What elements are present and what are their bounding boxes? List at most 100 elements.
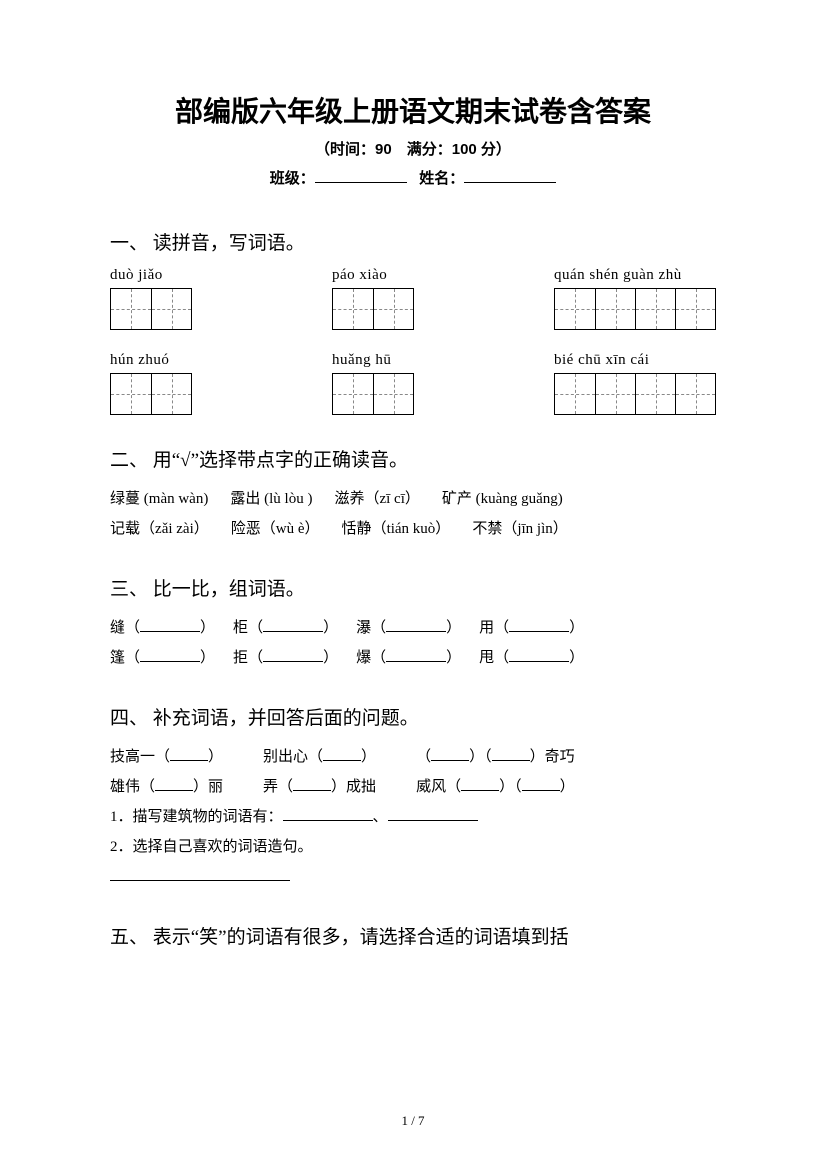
char-boxes[interactable] <box>110 288 192 330</box>
char-cell[interactable] <box>635 289 675 329</box>
blank[interactable] <box>431 746 469 761</box>
blank[interactable] <box>509 617 569 632</box>
blank[interactable] <box>263 647 323 662</box>
blank[interactable] <box>170 746 208 761</box>
option-item[interactable]: 滋养（zī cī） <box>334 484 419 514</box>
char-cell[interactable] <box>555 374 595 414</box>
class-blank[interactable] <box>315 168 407 183</box>
pinyin-block: bié chū xīn cái <box>554 352 716 415</box>
blank[interactable] <box>461 776 499 791</box>
blank[interactable] <box>140 647 200 662</box>
blank[interactable] <box>293 776 331 791</box>
blank[interactable] <box>388 806 478 821</box>
word-fill-item[interactable]: 爆（） <box>356 643 461 673</box>
pinyin-block: páo xiào <box>332 267 414 330</box>
options-row: 绿蔓 (màn wàn) 露出 (lù lòu ) 滋养（zī cī） 矿产 (… <box>110 484 716 514</box>
blank[interactable] <box>283 806 373 821</box>
pinyin-block: hún zhuó <box>110 352 192 415</box>
section-2-body: 绿蔓 (màn wàn) 露出 (lù lòu ) 滋养（zī cī） 矿产 (… <box>110 484 716 544</box>
word-fill-item[interactable]: 柜（） <box>233 613 338 643</box>
answer-line[interactable] <box>110 862 716 892</box>
blank[interactable] <box>509 647 569 662</box>
page-title: 部编版六年级上册语文期末试卷含答案 <box>110 90 716 130</box>
sub-question-1: 1．描写建筑物的词语有：、 <box>110 802 716 832</box>
blank[interactable] <box>110 866 290 881</box>
blank[interactable] <box>140 617 200 632</box>
pinyin-block: quán shén guàn zhù <box>554 267 716 330</box>
char-cell[interactable] <box>111 374 151 414</box>
idiom-item[interactable]: 别出心（） <box>263 742 376 772</box>
option-item[interactable]: 险恶（wù è） <box>231 514 320 544</box>
char-cell[interactable] <box>111 289 151 329</box>
name-blank[interactable] <box>464 168 556 183</box>
idiom-item[interactable]: （）（）奇巧 <box>416 742 575 772</box>
option-item[interactable]: 绿蔓 (màn wàn) <box>110 484 208 514</box>
blank[interactable] <box>492 746 530 761</box>
char-cell[interactable] <box>555 289 595 329</box>
word-fill-row: 雄伟（）丽 弄（）成拙 威风（）（） <box>110 772 716 802</box>
section-3-body: 缝（） 柜（） 瀑（） 用（） 篷（） 拒（） 爆（） 甩（） <box>110 613 716 673</box>
blank[interactable] <box>263 617 323 632</box>
option-item[interactable]: 露出 (lù lòu ) <box>230 484 312 514</box>
blank[interactable] <box>155 776 193 791</box>
word-fill-item[interactable]: 篷（） <box>110 643 215 673</box>
section-1-heading: 一、 读拼音，写词语。 <box>110 228 716 255</box>
options-row: 记载（zǎi zài） 险恶（wù è） 恬静（tián kuò） 不禁（jīn… <box>110 514 716 544</box>
word-fill-item[interactable]: 用（） <box>479 613 584 643</box>
section-4-heading: 四、 补充词语，并回答后面的问题。 <box>110 703 716 730</box>
word-fill-item[interactable]: 甩（） <box>479 643 584 673</box>
option-item[interactable]: 恬静（tián kuò） <box>342 514 451 544</box>
idiom-item[interactable]: 威风（）（） <box>416 772 575 802</box>
word-fill-item[interactable]: 拒（） <box>233 643 338 673</box>
idiom-item[interactable]: 技高一（） <box>110 742 223 772</box>
blank[interactable] <box>386 647 446 662</box>
idiom-item[interactable]: 雄伟（）丽 <box>110 772 223 802</box>
pinyin-row: duò jiǎo páo xiào quán shén guàn zhù <box>110 267 716 330</box>
char-cell[interactable] <box>373 289 413 329</box>
section-5-heading: 五、 表示“笑”的词语有很多，请选择合适的词语填到括 <box>110 922 716 949</box>
page-number: 1 / 7 <box>0 1113 826 1129</box>
char-boxes[interactable] <box>110 373 192 415</box>
pinyin-row: hún zhuó huǎng hū bié chū xīn cái <box>110 352 716 415</box>
char-cell[interactable] <box>635 374 675 414</box>
class-label: 班级： <box>270 170 315 187</box>
char-cell[interactable] <box>151 374 191 414</box>
blank[interactable] <box>522 776 560 791</box>
pinyin-label: bié chū xīn cái <box>554 352 649 369</box>
section-4-body: 技高一（） 别出心（） （）（）奇巧 雄伟（）丽 弄（）成拙 威风（）（） 1．… <box>110 742 716 892</box>
option-item[interactable]: 记载（zǎi zài） <box>110 514 209 544</box>
sub-question-2: 2．选择自己喜欢的词语造句。 <box>110 832 716 862</box>
char-cell[interactable] <box>373 374 413 414</box>
name-label: 姓名： <box>419 170 464 187</box>
pinyin-label: huǎng hū <box>332 352 391 369</box>
pinyin-label: páo xiào <box>332 267 387 284</box>
section-3-heading: 三、 比一比，组词语。 <box>110 574 716 601</box>
pinyin-block: duò jiǎo <box>110 267 192 330</box>
word-fill-row: 缝（） 柜（） 瀑（） 用（） <box>110 613 716 643</box>
char-boxes[interactable] <box>554 288 716 330</box>
option-item[interactable]: 不禁（jīn jìn） <box>472 514 567 544</box>
char-cell[interactable] <box>595 374 635 414</box>
char-cell[interactable] <box>675 374 715 414</box>
pinyin-label: duò jiǎo <box>110 267 163 284</box>
char-cell[interactable] <box>675 289 715 329</box>
char-cell[interactable] <box>333 289 373 329</box>
pinyin-block: huǎng hū <box>332 352 414 415</box>
page-subtitle: （时间：90 满分：100 分） <box>110 138 716 159</box>
idiom-item[interactable]: 弄（）成拙 <box>263 772 376 802</box>
word-fill-item[interactable]: 瀑（） <box>356 613 461 643</box>
char-boxes[interactable] <box>332 288 414 330</box>
blank[interactable] <box>323 746 361 761</box>
char-boxes[interactable] <box>332 373 414 415</box>
char-cell[interactable] <box>333 374 373 414</box>
exam-page: 部编版六年级上册语文期末试卷含答案 （时间：90 满分：100 分） 班级： 姓… <box>0 0 826 1169</box>
char-cell[interactable] <box>151 289 191 329</box>
word-fill-item[interactable]: 缝（） <box>110 613 215 643</box>
char-boxes[interactable] <box>554 373 716 415</box>
blank[interactable] <box>386 617 446 632</box>
pinyin-label: quán shén guàn zhù <box>554 267 682 284</box>
char-cell[interactable] <box>595 289 635 329</box>
option-item[interactable]: 矿产 (kuàng guǎng) <box>442 484 563 514</box>
word-fill-row: 篷（） 拒（） 爆（） 甩（） <box>110 643 716 673</box>
section-2-heading: 二、 用“√”选择带点字的正确读音。 <box>110 445 716 472</box>
